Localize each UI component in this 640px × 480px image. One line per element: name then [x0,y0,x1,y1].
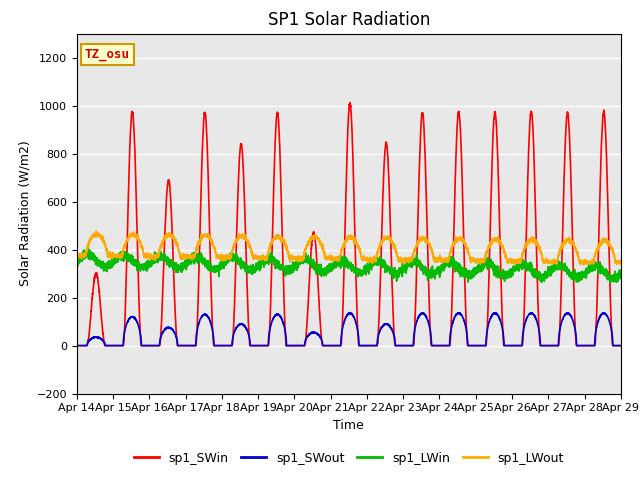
sp1_SWin [346,100,354,106]
sp1_LWout [511,262,519,268]
Line: sp1_LWin: sp1_LWin [77,247,621,282]
sp1_SWin [171,294,179,300]
sp1_LWout [171,235,179,241]
sp1_SWout [502,343,509,348]
sp1_SWout [616,343,624,348]
sp1_LWout [471,259,479,264]
sp1_LWout [441,258,449,264]
Line: sp1_SWout: sp1_SWout [77,312,621,346]
sp1_LWout [92,228,100,234]
sp1_LWout [617,260,625,265]
Title: SP1 Solar Radiation: SP1 Solar Radiation [268,11,430,29]
sp1_LWin [328,262,336,267]
sp1_LWin [464,279,472,285]
X-axis label: Time: Time [333,419,364,432]
Line: sp1_SWin: sp1_SWin [77,103,621,346]
Line: sp1_LWout: sp1_LWout [77,231,621,265]
sp1_LWin [502,272,509,278]
sp1_SWout [471,343,479,348]
sp1_LWin [441,262,449,268]
sp1_LWin [617,274,625,280]
sp1_SWin [617,343,625,348]
sp1_SWin [328,343,336,348]
sp1_SWin [441,343,449,348]
sp1_SWin [502,343,509,348]
sp1_LWin [73,255,81,261]
sp1_LWout [73,252,81,257]
sp1_LWin [616,274,624,280]
sp1_SWout [328,343,336,348]
sp1_SWout [346,310,353,315]
sp1_LWout [502,252,509,258]
sp1_SWout [73,343,81,348]
sp1_SWin [471,343,479,348]
sp1_SWout [617,343,625,348]
sp1_SWin [73,343,81,348]
sp1_LWout [328,254,336,260]
sp1_SWout [441,343,449,348]
Y-axis label: Solar Radiation (W/m2): Solar Radiation (W/m2) [18,141,31,287]
Text: TZ_osu: TZ_osu [85,48,130,61]
sp1_LWout [616,260,624,266]
sp1_LWin [171,263,179,269]
sp1_LWin [471,269,479,275]
sp1_LWin [84,244,92,250]
Legend: sp1_SWin, sp1_SWout, sp1_LWin, sp1_LWout: sp1_SWin, sp1_SWout, sp1_LWin, sp1_LWout [129,447,569,469]
sp1_SWin [616,343,624,348]
sp1_SWout [171,330,179,336]
